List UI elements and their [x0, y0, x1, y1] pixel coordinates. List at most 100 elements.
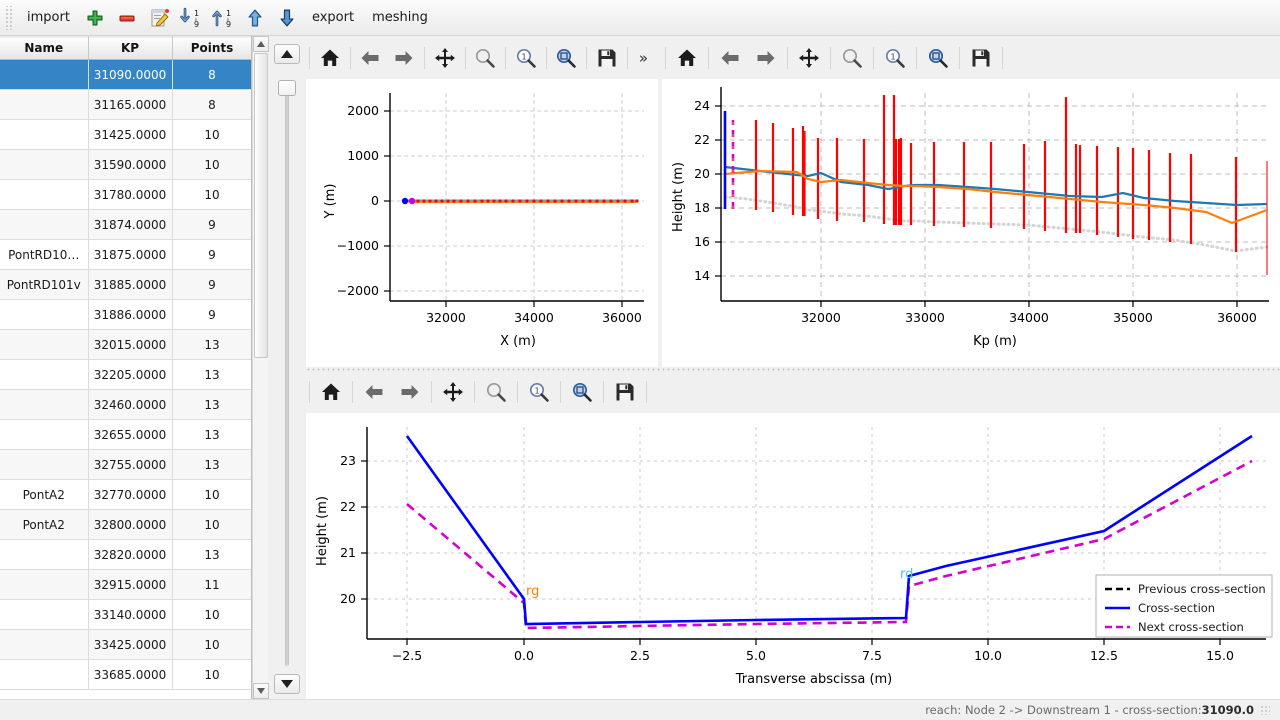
cell-points[interactable]: 8 — [172, 89, 251, 120]
cell-name[interactable] — [0, 59, 89, 90]
cell-points[interactable]: 13 — [172, 419, 251, 450]
cell-name[interactable] — [0, 179, 89, 210]
cell-points[interactable]: 8 — [172, 59, 251, 90]
zoom-out-icon[interactable] — [468, 40, 502, 76]
cell-name[interactable] — [0, 659, 89, 690]
cell-points[interactable]: 10 — [172, 599, 251, 630]
zoom-rect-icon[interactable] — [564, 374, 600, 410]
table-row[interactable]: PontA2 32800.0000 10 — [0, 509, 251, 540]
cell-kp[interactable]: 31886.0000 — [88, 299, 173, 330]
table-row[interactable]: 33140.0000 10 — [0, 599, 251, 630]
cell-kp[interactable]: 33140.0000 — [88, 599, 173, 630]
table-row[interactable]: PontRD101v 31885.0000 9 — [0, 269, 251, 300]
cell-points[interactable]: 10 — [172, 119, 251, 150]
horizontal-splitter[interactable] — [306, 367, 1280, 373]
table-row[interactable]: 31090.0000 8 — [0, 59, 251, 90]
zoom-out-icon[interactable] — [834, 40, 870, 76]
table-row[interactable]: 32755.0000 13 — [0, 449, 251, 480]
cell-kp[interactable]: 31780.0000 — [88, 179, 173, 210]
table-row[interactable]: 32205.0000 13 — [0, 359, 251, 390]
cell-name[interactable] — [0, 299, 89, 330]
forward-arrow-icon[interactable] — [387, 40, 421, 76]
table-row[interactable]: 31874.0000 9 — [0, 209, 251, 240]
cell-kp[interactable]: 32205.0000 — [88, 359, 173, 390]
cell-kp[interactable]: 31165.0000 — [88, 89, 173, 120]
cell-name[interactable] — [0, 629, 89, 660]
cell-points[interactable]: 11 — [172, 569, 251, 600]
cross-section-plot[interactable]: 20 21 22 23 −2.5 0.0 2.5 5.0 — [306, 413, 1280, 699]
table-row[interactable]: 32915.0000 11 — [0, 569, 251, 600]
cell-points[interactable]: 10 — [172, 659, 251, 690]
table-row[interactable]: 33685.0000 10 — [0, 659, 251, 690]
toolbar-overflow-button[interactable]: » — [638, 49, 649, 67]
back-arrow-icon[interactable] — [356, 374, 392, 410]
cell-kp[interactable]: 31590.0000 — [88, 149, 173, 180]
table-row[interactable]: 31590.0000 10 — [0, 149, 251, 180]
cell-name[interactable] — [0, 209, 89, 240]
column-header-points[interactable]: Points — [172, 36, 251, 60]
cell-name[interactable] — [0, 149, 89, 180]
cell-name[interactable] — [0, 569, 89, 600]
resize-grip-icon[interactable] — [1260, 705, 1270, 715]
cell-name[interactable] — [0, 329, 89, 360]
longitudinal-profile-plot[interactable]: 14 16 18 20 22 24 32000 33000 34000 3500… — [662, 79, 1280, 367]
cell-name[interactable] — [0, 599, 89, 630]
table-row[interactable]: 31165.0000 8 — [0, 89, 251, 120]
save-icon[interactable] — [963, 40, 999, 76]
cell-name[interactable]: PontRD101v — [0, 269, 89, 300]
table-row[interactable]: 32460.0000 13 — [0, 389, 251, 420]
cell-kp[interactable]: 33685.0000 — [88, 659, 173, 690]
cell-points[interactable]: 13 — [172, 539, 251, 570]
table-row[interactable]: 32820.0000 13 — [0, 539, 251, 570]
forward-arrow-icon[interactable] — [392, 374, 428, 410]
cell-kp[interactable]: 31874.0000 — [88, 209, 173, 240]
cross-section-table-scroll-area[interactable]: Name KP Points 31090.0000 8 31165.0000 8 314… — [0, 36, 252, 699]
column-header-name[interactable]: Name — [0, 36, 89, 60]
cell-points[interactable]: 13 — [172, 389, 251, 420]
zoom-out-icon[interactable] — [478, 374, 514, 410]
cell-points[interactable]: 10 — [172, 149, 251, 180]
cell-kp[interactable]: 32915.0000 — [88, 569, 173, 600]
cell-name[interactable] — [0, 89, 89, 120]
home-icon[interactable] — [313, 40, 347, 76]
cell-kp[interactable]: 32755.0000 — [88, 449, 173, 480]
zoom-marker-icon[interactable]: 1 — [509, 40, 543, 76]
column-header-kp[interactable]: KP — [88, 36, 173, 60]
back-arrow-icon[interactable] — [712, 40, 748, 76]
cell-points[interactable]: 9 — [172, 209, 251, 240]
sort-ascending-icon[interactable]: 1 9 — [208, 4, 238, 32]
export-button[interactable]: export — [311, 10, 355, 25]
cell-points[interactable]: 10 — [172, 629, 251, 660]
cell-name[interactable]: PontA2 — [0, 509, 89, 540]
zoom-marker-icon[interactable]: 1 — [521, 374, 557, 410]
cell-kp[interactable]: 32820.0000 — [88, 539, 173, 570]
cell-points[interactable]: 9 — [172, 299, 251, 330]
edit-icon[interactable] — [144, 4, 174, 32]
cell-points[interactable]: 9 — [172, 239, 251, 270]
pan-move-icon[interactable] — [791, 40, 827, 76]
remove-icon[interactable] — [112, 4, 142, 32]
cell-kp[interactable]: 33425.0000 — [88, 629, 173, 660]
cross-section-navigator-slider[interactable] — [270, 36, 304, 699]
back-arrow-icon[interactable] — [354, 40, 388, 76]
slider-up-button[interactable] — [274, 44, 300, 64]
cell-points[interactable]: 9 — [172, 269, 251, 300]
cell-points[interactable]: 10 — [172, 509, 251, 540]
slider-down-button[interactable] — [274, 674, 300, 694]
home-icon[interactable] — [313, 374, 349, 410]
pan-move-icon[interactable] — [435, 374, 471, 410]
vertical-splitter-top[interactable] — [658, 37, 662, 367]
pan-move-icon[interactable] — [428, 40, 462, 76]
table-row[interactable]: 32655.0000 13 — [0, 419, 251, 450]
cell-name[interactable] — [0, 539, 89, 570]
slider-handle[interactable] — [278, 80, 296, 96]
forward-arrow-icon[interactable] — [748, 40, 784, 76]
scroll-down-arrow-icon[interactable] — [253, 683, 269, 699]
slider-track[interactable] — [285, 88, 289, 666]
cell-name[interactable] — [0, 419, 89, 450]
sort-descending-icon[interactable]: 1 9 — [176, 4, 206, 32]
zoom-marker-icon[interactable]: 1 — [877, 40, 913, 76]
table-row[interactable]: 31886.0000 9 — [0, 299, 251, 330]
cell-kp[interactable]: 31090.0000 — [88, 59, 173, 90]
scrollbar-thumb[interactable] — [254, 53, 268, 358]
